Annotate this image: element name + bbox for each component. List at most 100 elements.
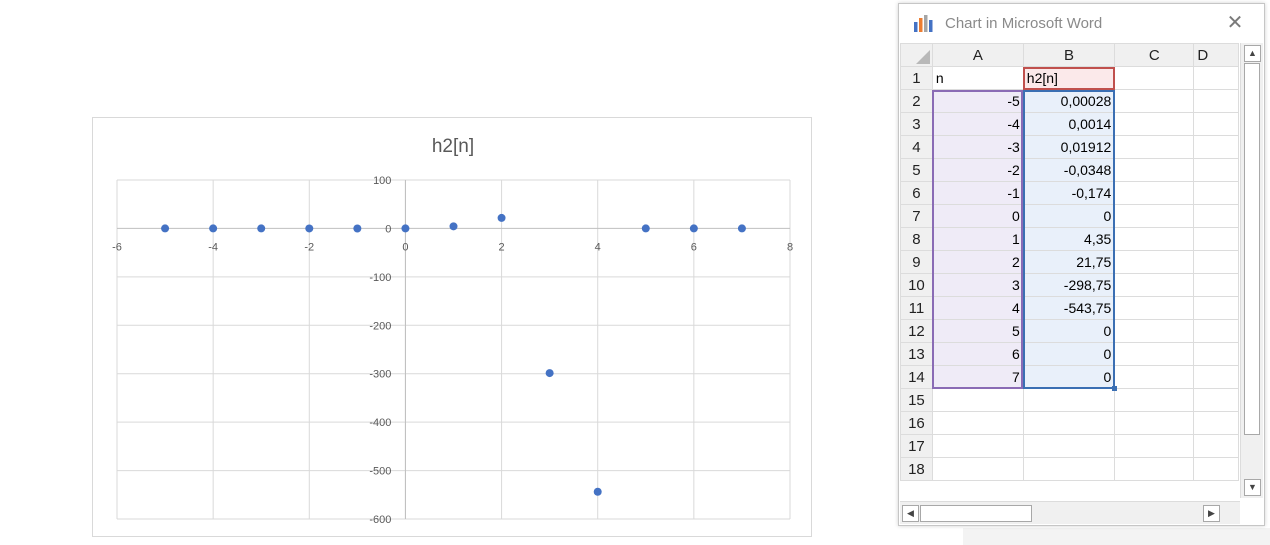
scroll-up-icon[interactable]: ▲ <box>1244 45 1261 62</box>
cell-c[interactable] <box>1114 434 1195 458</box>
row-header[interactable]: 11 <box>900 296 933 320</box>
cell-b[interactable]: h2[n] <box>1022 66 1116 90</box>
data-point[interactable] <box>257 224 266 233</box>
vertical-scroll-thumb[interactable] <box>1244 63 1260 435</box>
scroll-down-icon[interactable]: ▼ <box>1244 479 1261 496</box>
cell-c[interactable] <box>1114 319 1195 343</box>
window-title-bar[interactable]: Chart in Microsoft Word ✕ <box>899 4 1264 42</box>
cell-a[interactable] <box>931 457 1024 481</box>
row-header[interactable]: 16 <box>900 411 933 435</box>
row-header[interactable]: 9 <box>900 250 933 274</box>
cell-b[interactable] <box>1022 411 1116 435</box>
horizontal-scroll-thumb[interactable] <box>920 505 1032 522</box>
close-icon[interactable]: ✕ <box>1226 12 1244 34</box>
row-header[interactable]: 8 <box>900 227 933 251</box>
cell-a[interactable]: 0 <box>931 204 1024 228</box>
cell-a[interactable]: -5 <box>931 89 1024 113</box>
cell-c[interactable] <box>1114 388 1195 412</box>
data-point[interactable] <box>641 224 650 233</box>
data-point[interactable] <box>497 213 506 222</box>
row-header[interactable]: 5 <box>900 158 933 182</box>
cell-d[interactable] <box>1193 388 1239 412</box>
row-header[interactable]: 4 <box>900 135 933 159</box>
scroll-right-icon[interactable]: ▶ <box>1203 505 1220 522</box>
cell-d[interactable] <box>1193 89 1239 113</box>
cell-a[interactable]: -4 <box>931 112 1024 136</box>
cell-d[interactable] <box>1193 411 1239 435</box>
cell-b[interactable]: 0,00028 <box>1022 89 1116 113</box>
cell-d[interactable] <box>1193 319 1239 343</box>
row-header[interactable]: 7 <box>900 204 933 228</box>
cell-a[interactable]: 2 <box>931 250 1024 274</box>
cell-a[interactable]: 5 <box>931 319 1024 343</box>
cell-a[interactable]: -1 <box>931 181 1024 205</box>
cell-d[interactable] <box>1193 158 1239 182</box>
cell-b[interactable]: 4,35 <box>1022 227 1116 251</box>
column-header-d[interactable]: D <box>1193 43 1239 67</box>
cell-a[interactable] <box>931 411 1024 435</box>
cell-a[interactable]: 6 <box>931 342 1024 366</box>
data-point[interactable] <box>737 224 746 233</box>
row-header[interactable]: 6 <box>900 181 933 205</box>
cell-b[interactable]: 0 <box>1022 365 1116 389</box>
scroll-left-icon[interactable]: ◀ <box>902 505 919 522</box>
cell-c[interactable] <box>1114 112 1195 136</box>
cell-b[interactable]: 0 <box>1022 204 1116 228</box>
cell-d[interactable] <box>1193 457 1239 481</box>
cell-d[interactable] <box>1193 135 1239 159</box>
cell-b[interactable]: -298,75 <box>1022 273 1116 297</box>
cell-b[interactable]: -543,75 <box>1022 296 1116 320</box>
cell-d[interactable] <box>1193 273 1239 297</box>
cell-c[interactable] <box>1114 135 1195 159</box>
row-header[interactable]: 15 <box>900 388 933 412</box>
data-point[interactable] <box>305 224 314 233</box>
cell-b[interactable] <box>1022 434 1116 458</box>
data-point[interactable] <box>209 224 218 233</box>
cell-c[interactable] <box>1114 250 1195 274</box>
cell-a[interactable]: 1 <box>931 227 1024 251</box>
cell-b[interactable] <box>1022 457 1116 481</box>
cell-c[interactable] <box>1114 158 1195 182</box>
cell-a[interactable]: -2 <box>931 158 1024 182</box>
data-point[interactable] <box>545 369 554 378</box>
cell-d[interactable] <box>1193 112 1239 136</box>
cell-d[interactable] <box>1193 296 1239 320</box>
vertical-scrollbar[interactable]: ▲ ▼ <box>1240 43 1263 498</box>
data-point[interactable] <box>689 224 698 233</box>
spreadsheet-grid[interactable]: A B C D 1 n h2[n] 2 -5 0,00028 3 -4 0,0014 4 -3 0,0… <box>900 43 1239 498</box>
cell-c[interactable] <box>1114 204 1195 228</box>
cell-b[interactable]: 0,0014 <box>1022 112 1116 136</box>
cell-c[interactable] <box>1114 411 1195 435</box>
column-header-b[interactable]: B <box>1022 43 1116 67</box>
cell-c[interactable] <box>1114 227 1195 251</box>
chart-title[interactable]: h2[n] <box>432 136 474 157</box>
cell-a[interactable]: 3 <box>931 273 1024 297</box>
horizontal-scrollbar[interactable]: ◀ ▶ <box>900 501 1240 524</box>
cell-c[interactable] <box>1114 342 1195 366</box>
range-resize-handle[interactable] <box>1111 385 1117 391</box>
cell-a[interactable]: n <box>931 66 1024 90</box>
row-header[interactable]: 17 <box>900 434 933 458</box>
row-header[interactable]: 13 <box>900 342 933 366</box>
cell-c[interactable] <box>1114 89 1195 113</box>
row-header[interactable]: 1 <box>900 66 933 90</box>
row-header[interactable]: 3 <box>900 112 933 136</box>
row-header[interactable]: 12 <box>900 319 933 343</box>
row-header[interactable]: 14 <box>900 365 933 389</box>
cell-b[interactable]: -0,0348 <box>1022 158 1116 182</box>
row-header[interactable]: 18 <box>900 457 933 481</box>
cell-a[interactable]: 7 <box>931 365 1024 389</box>
data-point[interactable] <box>161 224 170 233</box>
cell-a[interactable]: -3 <box>931 135 1024 159</box>
cell-b[interactable]: -0,174 <box>1022 181 1116 205</box>
cell-b[interactable]: 21,75 <box>1022 250 1116 274</box>
cell-d[interactable] <box>1193 434 1239 458</box>
data-point[interactable] <box>449 222 458 231</box>
cell-d[interactable] <box>1193 227 1239 251</box>
cell-d[interactable] <box>1193 342 1239 366</box>
chart-area[interactable]: h2[n] -6 -4 -2 0 2 4 6 8 100 0 -100 -200 -300 -400 -50… <box>92 117 812 537</box>
column-header-c[interactable]: C <box>1114 43 1195 67</box>
cell-d[interactable] <box>1193 365 1239 389</box>
cell-a[interactable] <box>931 388 1024 412</box>
select-all-corner[interactable] <box>900 43 933 67</box>
